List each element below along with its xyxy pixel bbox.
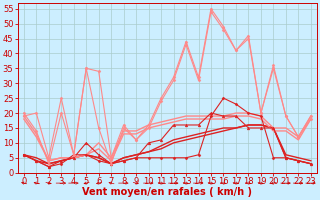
X-axis label: Vent moyen/en rafales ( km/h ): Vent moyen/en rafales ( km/h ) <box>82 187 252 197</box>
